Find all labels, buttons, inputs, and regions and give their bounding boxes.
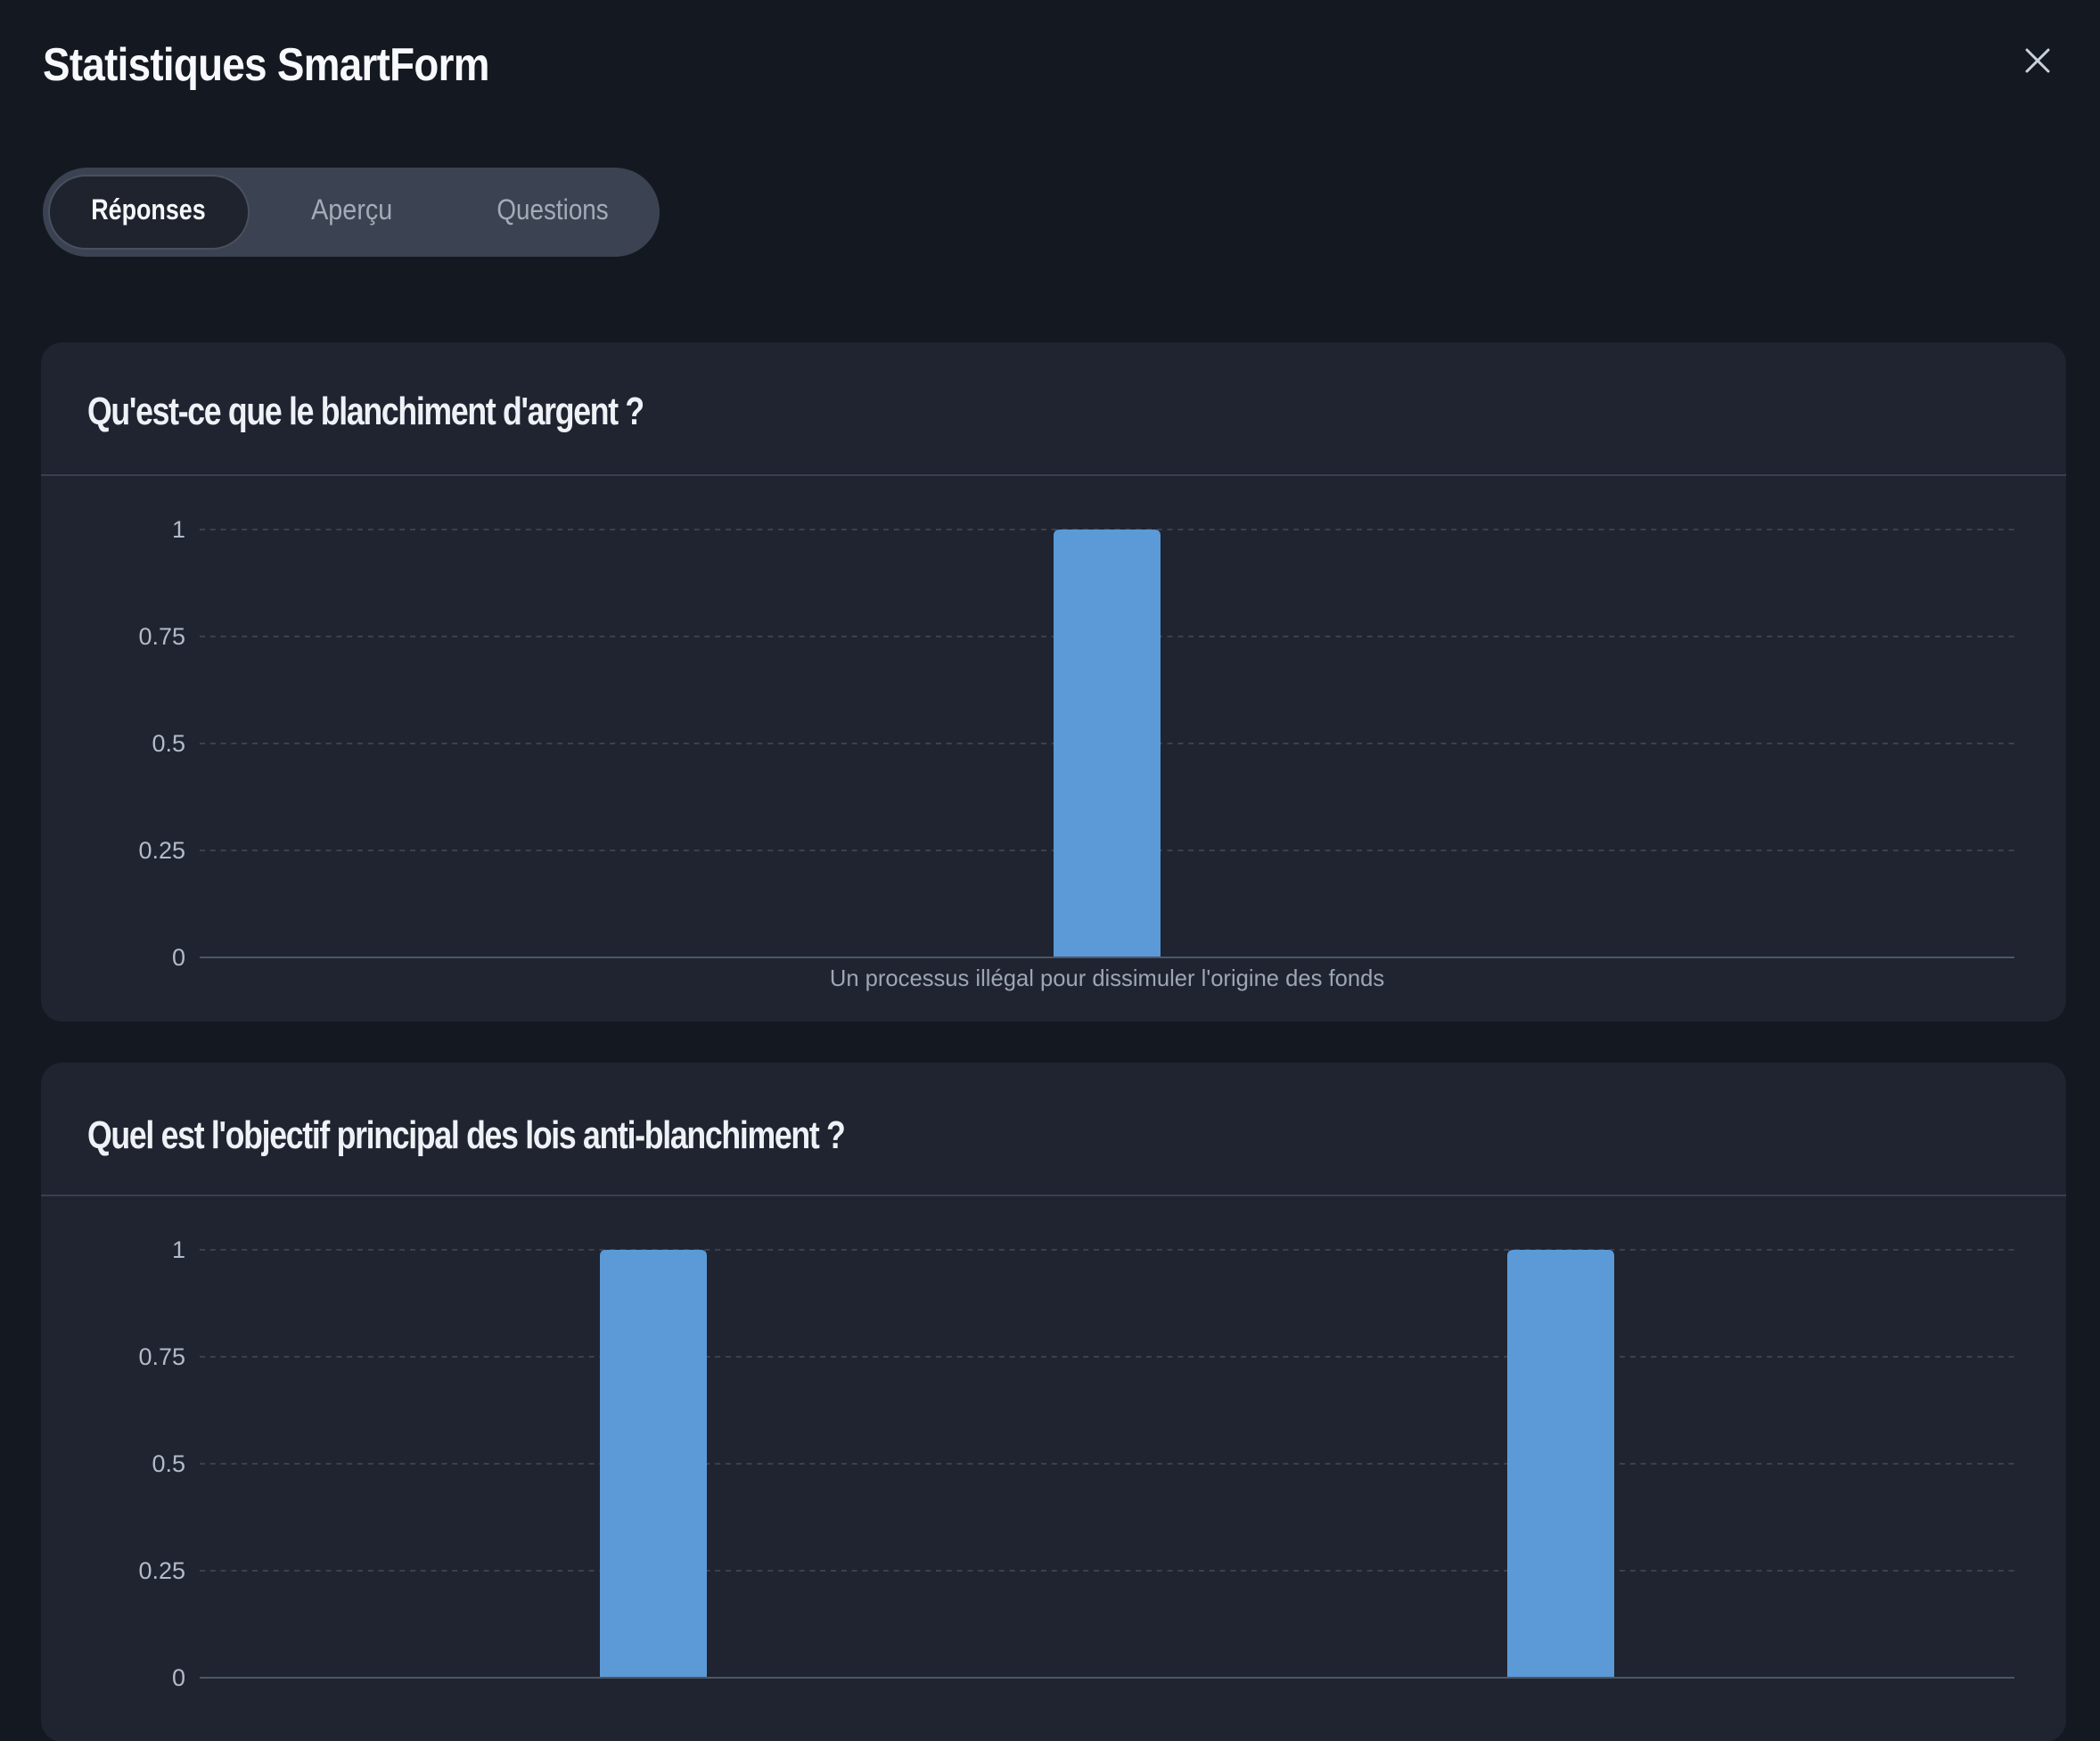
svg-text:0.75: 0.75 (138, 1343, 185, 1369)
svg-text:1: 1 (172, 515, 185, 542)
svg-text:Un processus illégal pour diss: Un processus illégal pour dissimuler l'o… (830, 965, 1384, 990)
svg-text:0.25: 0.25 (138, 1556, 185, 1583)
svg-text:0.5: 0.5 (152, 729, 185, 756)
svg-text:0.5: 0.5 (152, 1449, 185, 1476)
svg-text:0.75: 0.75 (138, 622, 185, 649)
svg-text:1: 1 (172, 1236, 185, 1262)
svg-text:0.25: 0.25 (138, 836, 185, 863)
svg-text:0: 0 (172, 1663, 185, 1690)
svg-text:0: 0 (172, 943, 185, 970)
